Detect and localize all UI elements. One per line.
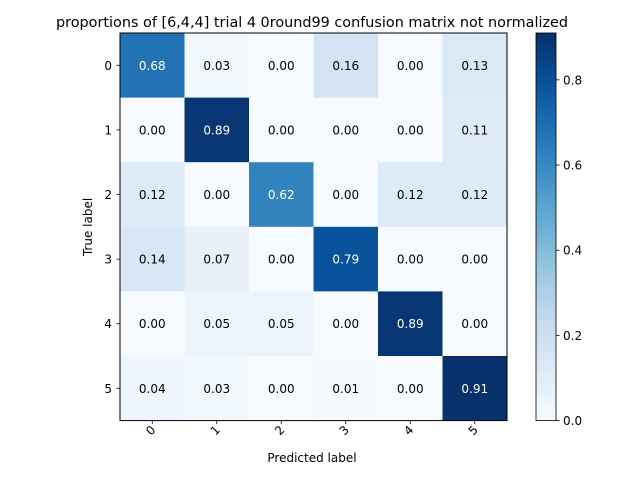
cell-value-label: 0.05 bbox=[268, 317, 295, 331]
cell-value-label: 0.12 bbox=[461, 188, 488, 202]
chart-title: proportions of [6,4,4] trial 4 0round99 … bbox=[56, 15, 568, 31]
heatmap-cell bbox=[313, 226, 379, 292]
cell-value-label: 0.00 bbox=[461, 253, 488, 267]
heatmap-cell bbox=[184, 33, 250, 98]
cell-value-label: 0.00 bbox=[461, 317, 488, 331]
heatmap-cell bbox=[378, 33, 443, 98]
cell-value-label: 0.01 bbox=[332, 382, 359, 396]
cell-value-label: 0.62 bbox=[268, 188, 295, 202]
cell-value-label: 0.00 bbox=[268, 59, 295, 73]
cell-value-label: 0.05 bbox=[203, 317, 230, 331]
heatmap-cell bbox=[442, 162, 508, 228]
heatmap-cell bbox=[378, 162, 443, 228]
colorbar-tick-label: 0.0 bbox=[563, 414, 582, 428]
heatmap-cell bbox=[184, 291, 250, 357]
cell-value-label: 0.79 bbox=[332, 253, 359, 267]
cell-value-label: 0.00 bbox=[397, 253, 424, 267]
x-tick-label: 1 bbox=[208, 423, 223, 438]
heatmap-cell bbox=[249, 356, 314, 421]
cell-value-label: 0.07 bbox=[203, 253, 230, 267]
heatmap-cell bbox=[442, 33, 508, 98]
cell-value-label: 0.03 bbox=[203, 382, 230, 396]
colorbar-tick-label: 0.4 bbox=[563, 244, 582, 258]
colorbar-tick-label: 0.2 bbox=[563, 329, 582, 343]
x-tick-label: 4 bbox=[401, 423, 416, 438]
heatmap-cell bbox=[120, 226, 185, 292]
heatmap-cell bbox=[184, 226, 250, 292]
y-tick-label: 2 bbox=[104, 188, 112, 202]
cell-value-label: 0.12 bbox=[397, 188, 424, 202]
heatmap-cell bbox=[120, 97, 185, 163]
cell-value-label: 0.00 bbox=[397, 123, 424, 137]
heatmap-cell bbox=[249, 226, 314, 292]
y-tick-label: 4 bbox=[104, 317, 112, 331]
cell-value-label: 0.11 bbox=[461, 123, 488, 137]
heatmap-cell bbox=[378, 356, 443, 421]
cell-value-label: 0.89 bbox=[203, 123, 230, 137]
cell-value-label: 0.00 bbox=[139, 123, 166, 137]
cell-value-label: 0.14 bbox=[139, 253, 166, 267]
cell-value-label: 0.04 bbox=[139, 382, 166, 396]
y-tick-label: 1 bbox=[104, 123, 112, 137]
heatmap-cell bbox=[120, 291, 185, 357]
heatmap-cells: 0.68 0.03 0.00 0.16 0.00 0.13 0.00 0.89 0.00 0.00… bbox=[120, 33, 508, 421]
x-axis-label: Predicted label bbox=[267, 451, 356, 465]
heatmap-cell bbox=[184, 162, 250, 228]
cell-value-label: 0.89 bbox=[397, 317, 424, 331]
cell-value-label: 0.91 bbox=[461, 382, 488, 396]
cell-value-label: 0.16 bbox=[332, 59, 359, 73]
cell-value-label: 0.00 bbox=[268, 123, 295, 137]
heatmap-cell bbox=[378, 97, 443, 163]
y-axis-label: True label bbox=[81, 198, 95, 257]
x-axis-ticks: 0 1 2 3 4 5 bbox=[143, 420, 481, 438]
heatmap-cell bbox=[313, 33, 379, 98]
cell-value-label: 0.00 bbox=[397, 59, 424, 73]
cell-value-label: 0.00 bbox=[268, 382, 295, 396]
cell-value-label: 0.00 bbox=[139, 317, 166, 331]
colorbar-tick-label: 0.8 bbox=[563, 73, 582, 87]
y-axis-ticks: 0 1 2 3 4 5 bbox=[104, 59, 120, 396]
x-tick-label: 0 bbox=[143, 423, 158, 438]
heatmap-cell bbox=[249, 97, 314, 163]
y-tick-label: 0 bbox=[104, 59, 112, 73]
heatmap-cell bbox=[120, 33, 185, 98]
heatmap-cell bbox=[120, 162, 185, 228]
heatmap-cell bbox=[249, 291, 314, 357]
heatmap-cell bbox=[442, 356, 508, 421]
cell-value-label: 0.03 bbox=[203, 59, 230, 73]
heatmap-cell bbox=[313, 356, 379, 421]
heatmap-cell bbox=[120, 356, 185, 421]
cell-value-label: 0.00 bbox=[268, 253, 295, 267]
heatmap-cell bbox=[378, 226, 443, 292]
heatmap-cell bbox=[249, 162, 314, 228]
cell-value-label: 0.12 bbox=[139, 188, 166, 202]
cell-value-label: 0.00 bbox=[203, 188, 230, 202]
heatmap-cell bbox=[184, 356, 250, 421]
heatmap-cell bbox=[184, 97, 250, 163]
x-tick-label: 3 bbox=[337, 423, 352, 438]
x-tick-label: 2 bbox=[272, 423, 287, 438]
heatmap-cell bbox=[442, 226, 508, 292]
heatmap-cell bbox=[313, 97, 379, 163]
cell-value-label: 0.00 bbox=[332, 188, 359, 202]
heatmap-cell bbox=[378, 291, 443, 357]
colorbar-gradient bbox=[535, 32, 557, 422]
heatmap-cell bbox=[442, 97, 508, 163]
cell-value-label: 0.00 bbox=[332, 123, 359, 137]
y-tick-label: 3 bbox=[104, 253, 112, 267]
colorbar: 0.0 0.2 0.4 0.6 0.8 bbox=[535, 32, 582, 428]
cell-value-label: 0.00 bbox=[332, 317, 359, 331]
heatmap-cell bbox=[442, 291, 508, 357]
cell-value-label: 0.00 bbox=[397, 382, 424, 396]
x-tick-label: 5 bbox=[466, 423, 481, 438]
heatmap-cell bbox=[313, 291, 379, 357]
cell-value-label: 0.68 bbox=[139, 59, 166, 73]
plot-frame bbox=[119, 32, 508, 422]
heatmap-cell bbox=[313, 162, 379, 228]
y-tick-label: 5 bbox=[104, 382, 112, 396]
cell-value-label: 0.13 bbox=[461, 59, 488, 73]
colorbar-tick-label: 0.6 bbox=[563, 159, 582, 173]
heatmap-cell bbox=[249, 33, 314, 98]
